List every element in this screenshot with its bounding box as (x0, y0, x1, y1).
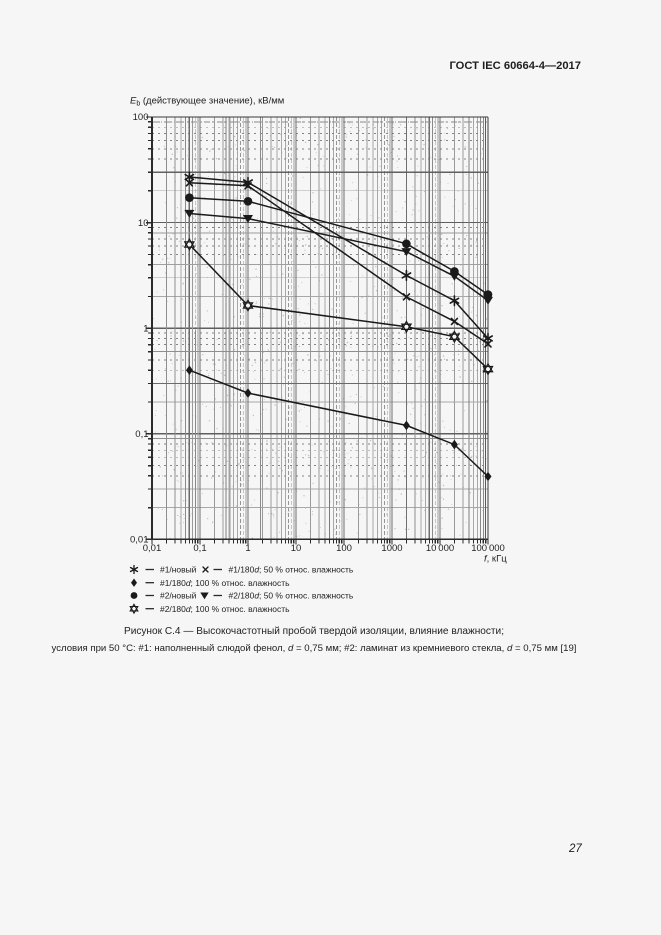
svg-text:0,01: 0,01 (130, 535, 149, 546)
svg-text:10: 10 (291, 543, 302, 554)
svg-text:100: 100 (133, 112, 149, 123)
svg-text:1: 1 (143, 323, 148, 334)
svg-text:1: 1 (245, 543, 250, 554)
svg-text:10: 10 (138, 218, 149, 229)
svg-text:0,01: 0,01 (143, 543, 162, 554)
svg-text:0,1: 0,1 (135, 429, 148, 440)
svg-text:#2/новый: #2/новый (160, 591, 197, 601)
svg-text:Eb (действующее значение), кВ/: Eb (действующее значение), кВ/мм (130, 96, 284, 108)
svg-text:1000: 1000 (381, 543, 402, 554)
svg-text:f, кГц: f, кГц (484, 554, 507, 565)
svg-text:100 000: 100 000 (471, 543, 505, 554)
svg-text:0,1: 0,1 (193, 543, 206, 554)
svg-text:#2/180d; 50 % относ. влажность: #2/180d; 50 % относ. влажность (229, 591, 354, 601)
svg-text:#1/180d; 100 % относ. влажност: #1/180d; 100 % относ. влажность (160, 578, 290, 588)
svg-text:#2/180d; 100 % относ. влажност: #2/180d; 100 % относ. влажность (160, 604, 290, 614)
svg-text:#1/новый: #1/новый (160, 565, 197, 575)
svg-text:10 000: 10 000 (426, 543, 454, 554)
svg-text:100: 100 (336, 543, 352, 554)
svg-text:#1/180d; 50 % относ. влажность: #1/180d; 50 % относ. влажность (229, 565, 354, 575)
